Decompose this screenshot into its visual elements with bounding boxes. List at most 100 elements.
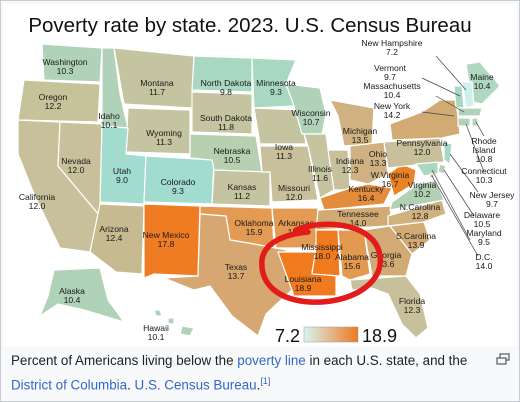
state-maryland — [414, 161, 439, 177]
state-label-nebraska: Nebraska — [214, 146, 251, 156]
state-label-vermont: Vermont — [374, 63, 407, 73]
state-label-florida: Florida — [399, 296, 425, 306]
state-label-kentucky: Kentucky — [348, 184, 384, 194]
state-value-florida: 12.3 — [404, 305, 421, 315]
legend: 7.2 18.9 — [275, 326, 397, 346]
state-kansas — [211, 169, 271, 207]
state-new-york — [389, 99, 461, 141]
state-north-dakota — [191, 55, 253, 93]
state-ohio — [349, 141, 389, 185]
state-label-oregon: Oregon — [39, 92, 68, 102]
state-label-rhode-island: Rhode — [471, 136, 497, 146]
map-image[interactable]: Poverty rate by state. 2023. U.S. Census… — [4, 4, 516, 346]
state-label-washington: Washington — [42, 57, 87, 67]
state-label-kansas: Kansas — [228, 182, 257, 192]
state-value-wyoming: 11.3 — [156, 137, 172, 147]
state-label-alabama: Alabama — [335, 252, 369, 262]
state-value-nevada: 12.0 — [68, 165, 85, 175]
state-label-south-dakota: South Dakota — [200, 113, 252, 123]
state-label-maine: Maine — [470, 72, 494, 82]
state-label-massachusetts: Massachusetts — [363, 81, 420, 91]
state-value-pennsylvania: 12.0 — [414, 147, 431, 157]
state-label-arizona: Arizona — [99, 224, 128, 234]
state-label-new-hampshire: New Hampshire — [361, 38, 422, 48]
state-value-arizona: 12.4 — [106, 233, 123, 243]
state-label-hawaii: Hawaii — [143, 323, 169, 333]
legend-min: 7.2 — [275, 326, 300, 346]
state-value-tennessee: 14.0 — [350, 218, 367, 228]
caption-text-1: Percent of Americans living below the — [11, 353, 238, 368]
state-value-utah: 9.0 — [116, 175, 128, 185]
state-value-north-dakota: 9.8 — [220, 87, 232, 97]
state-label-arkansas: Arkansas — [278, 218, 314, 228]
state-label-minnesota: Minnesota — [256, 78, 296, 88]
expand-icon[interactable] — [496, 353, 510, 365]
state-idaho — [101, 47, 129, 129]
state-mississippi — [311, 229, 341, 277]
state-label-d-c: D.C. — [475, 252, 492, 262]
state-value-kentucky: 16.4 — [358, 193, 375, 203]
state-value-nebraska: 10.5 — [224, 155, 241, 165]
state-value-michigan: 13.5 — [352, 135, 369, 145]
state-label-north-dakota: North Dakota — [201, 78, 252, 88]
poverty-map: Poverty rate by state. 2023. U.S. Census… — [17, 14, 516, 346]
state-value-alaska: 10.4 — [64, 295, 81, 305]
state-connecticut — [457, 117, 471, 127]
legend-max: 18.9 — [362, 326, 397, 346]
state-value-california: 12.0 — [29, 201, 46, 211]
state-label-idaho: Idaho — [98, 111, 120, 121]
state-label-texas: Texas — [225, 262, 247, 272]
state-label-mississippi: Mississippi — [301, 242, 343, 252]
state-value-s-carolina: 13.9 — [408, 240, 425, 250]
census-bureau-link[interactable]: U.S. Census Bureau — [134, 377, 257, 393]
state-value-oregon: 12.2 — [45, 101, 62, 111]
poverty-line-link[interactable]: poverty line — [237, 353, 306, 368]
state-value-georgia: 13.6 — [378, 259, 395, 269]
state-label-rhode-island: Island — [473, 145, 496, 155]
state-value-kansas: 11.2 — [234, 191, 250, 201]
state-label-colorado: Colorado — [161, 177, 196, 187]
state-arizona — [89, 203, 145, 275]
state-value-delaware: 10.5 — [474, 219, 491, 229]
state-value-minnesota: 9.3 — [270, 87, 282, 97]
state-label-louisiana: Louisiana — [285, 274, 322, 284]
state-value-maryland: 9.5 — [478, 237, 490, 247]
state-value-washington: 10.3 — [57, 66, 74, 76]
state-label-connecticut: Connecticut — [461, 166, 507, 176]
state-label-new-mexico: New Mexico — [143, 230, 190, 240]
state-vermont — [453, 85, 465, 109]
map-title: Poverty rate by state. 2023. U.S. Census… — [28, 14, 471, 37]
callout-lines — [421, 55, 485, 257]
state-value-indiana: 12.3 — [342, 165, 359, 175]
caption-text-3: . — [127, 377, 135, 393]
state-label-delaware: Delaware — [464, 210, 501, 220]
state-label-new-jersey: New Jersey — [470, 190, 516, 200]
state-label-wyoming: Wyoming — [146, 128, 182, 138]
state-label-virginia: Virginia — [408, 180, 437, 190]
state-label-georgia: Georgia — [371, 250, 402, 260]
state-value-wisconsin: 10.7 — [303, 117, 320, 127]
state-label-california: California — [19, 192, 56, 202]
state-label-alaska: Alaska — [59, 286, 85, 296]
state-value-texas: 13.7 — [228, 271, 245, 281]
state-value-connecticut: 10.3 — [476, 175, 493, 185]
figure-caption: Percent of Americans living below the po… — [11, 350, 481, 395]
state-value-new-jersey: 9.7 — [486, 199, 498, 209]
state-value-montana: 11.7 — [149, 87, 165, 97]
state-value-vermont: 9.7 — [384, 72, 396, 82]
state-value-south-dakota: 11.8 — [218, 122, 234, 132]
state-label-ohio: Ohio — [369, 149, 387, 159]
state-value-maine: 10.4 — [474, 81, 491, 91]
state-label-maryland: Maryland — [466, 228, 502, 238]
reference-link[interactable]: [1] — [260, 376, 271, 386]
state-new-jersey — [443, 141, 453, 166]
state-delaware — [437, 163, 447, 175]
state-oregon — [17, 79, 101, 123]
district-of-columbia-link[interactable]: District of Columbia — [11, 377, 128, 393]
state-value-new-mexico: 17.8 — [158, 239, 175, 249]
state-value-idaho: 10.1 — [101, 120, 118, 130]
state-label-nevada: Nevada — [61, 156, 91, 166]
state-label-pennsylvania: Pennsylvania — [396, 138, 447, 148]
state-value-louisiana: 18.9 — [295, 283, 312, 293]
state-georgia — [363, 225, 413, 277]
